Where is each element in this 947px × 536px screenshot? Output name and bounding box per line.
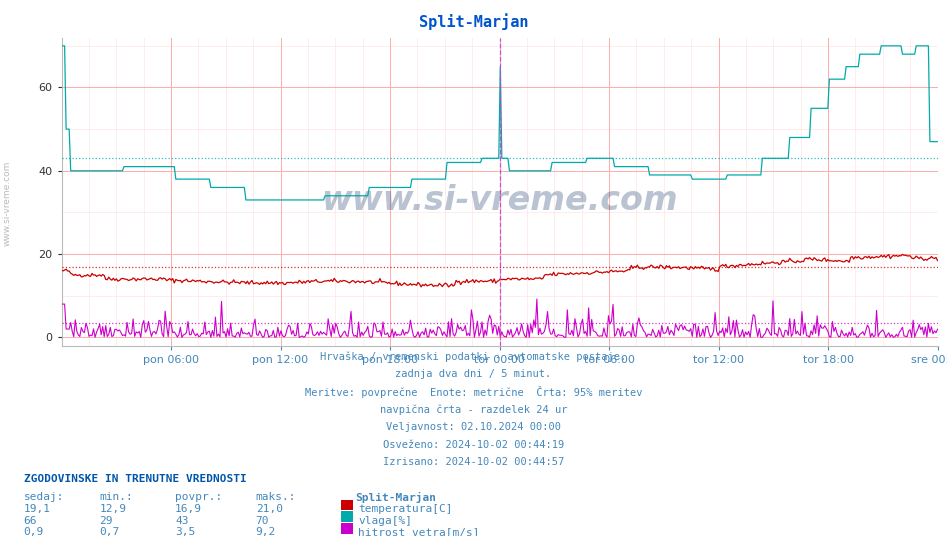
Text: 29: 29	[99, 516, 113, 526]
Text: maks.:: maks.:	[256, 492, 296, 502]
Text: ZGODOVINSKE IN TRENUTNE VREDNOSTI: ZGODOVINSKE IN TRENUTNE VREDNOSTI	[24, 474, 246, 485]
Text: Split-Marjan: Split-Marjan	[419, 13, 528, 30]
Text: hitrost vetra[m/s]: hitrost vetra[m/s]	[358, 527, 479, 536]
Text: Osveženo: 2024-10-02 00:44:19: Osveženo: 2024-10-02 00:44:19	[383, 440, 564, 450]
Text: Izrisano: 2024-10-02 00:44:57: Izrisano: 2024-10-02 00:44:57	[383, 457, 564, 467]
Text: 66: 66	[24, 516, 37, 526]
Text: Split-Marjan: Split-Marjan	[355, 492, 437, 503]
Text: 70: 70	[256, 516, 269, 526]
Text: navpična črta - razdelek 24 ur: navpična črta - razdelek 24 ur	[380, 404, 567, 415]
Text: 21,0: 21,0	[256, 504, 283, 514]
Text: vlaga[%]: vlaga[%]	[358, 516, 412, 526]
Text: 0,7: 0,7	[99, 527, 119, 536]
Text: Veljavnost: 02.10.2024 00:00: Veljavnost: 02.10.2024 00:00	[386, 422, 561, 432]
Text: min.:: min.:	[99, 492, 134, 502]
Text: povpr.:: povpr.:	[175, 492, 223, 502]
Text: 19,1: 19,1	[24, 504, 51, 514]
Text: www.si-vreme.com: www.si-vreme.com	[321, 184, 678, 218]
Text: 0,9: 0,9	[24, 527, 44, 536]
Text: Hrvaška / vremenski podatki - avtomatske postaje.: Hrvaška / vremenski podatki - avtomatske…	[320, 351, 627, 362]
Text: Meritve: povprečne  Enote: metrične  Črta: 95% meritev: Meritve: povprečne Enote: metrične Črta:…	[305, 386, 642, 398]
Text: temperatura[C]: temperatura[C]	[358, 504, 453, 514]
Text: 16,9: 16,9	[175, 504, 203, 514]
Text: 12,9: 12,9	[99, 504, 127, 514]
Text: 3,5: 3,5	[175, 527, 195, 536]
Text: sedaj:: sedaj:	[24, 492, 64, 502]
Text: 9,2: 9,2	[256, 527, 276, 536]
Text: www.si-vreme.com: www.si-vreme.com	[3, 161, 12, 247]
Text: zadnja dva dni / 5 minut.: zadnja dva dni / 5 minut.	[396, 369, 551, 379]
Text: 43: 43	[175, 516, 188, 526]
